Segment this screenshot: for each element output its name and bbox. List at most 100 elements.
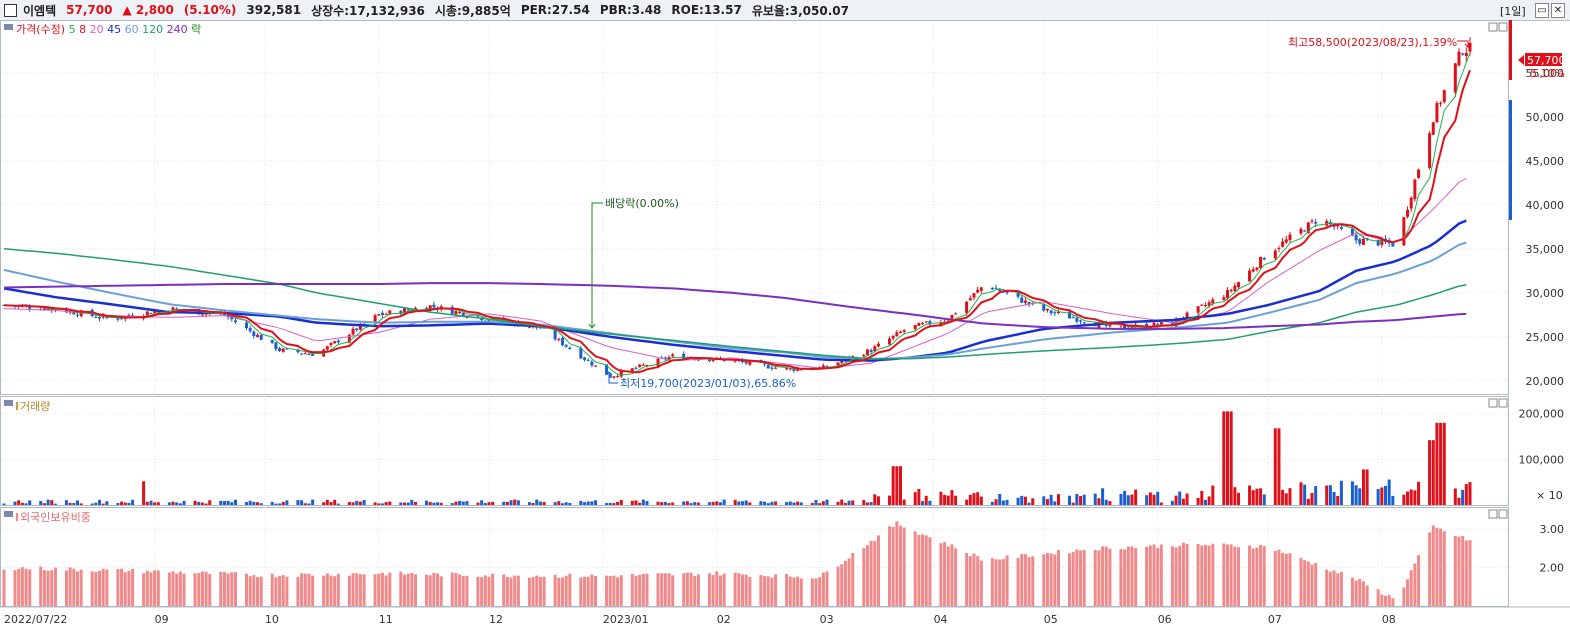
- volume-bar: [921, 501, 925, 505]
- candle-body: [1259, 256, 1263, 269]
- volume-bar: [865, 502, 869, 505]
- volume-bar: [718, 502, 722, 505]
- max-button[interactable]: [1498, 509, 1508, 519]
- foreign-bar: [1417, 555, 1421, 606]
- volume-bar: [1303, 484, 1307, 505]
- foreign-bar: [671, 575, 675, 606]
- foreign-bar: [943, 542, 947, 606]
- y-tick-label: 30,000: [1526, 287, 1565, 300]
- volume-bar: [1130, 494, 1134, 505]
- volume-bar: [590, 501, 594, 505]
- foreign-bar: [373, 574, 377, 606]
- volume-bar: [1071, 502, 1075, 505]
- foreign-bar: [1097, 550, 1101, 606]
- y-tick-label: 20,000: [1526, 375, 1565, 388]
- stock-header: 이엠텍 57,700 ▲ 2,800 (5.10%) 392,581 상장수:1…: [0, 0, 1570, 21]
- panel-buttons[interactable]: [1488, 22, 1508, 519]
- foreign-bar: [682, 573, 686, 606]
- foreign-bar: [553, 574, 557, 606]
- candle-body: [1156, 324, 1160, 326]
- legend-icon: [4, 511, 13, 517]
- candle-body: [432, 304, 436, 308]
- foreign-bar: [1203, 544, 1207, 606]
- foreign-bar: [1365, 585, 1369, 606]
- foreign-bar: [917, 534, 921, 606]
- volume-bar: [458, 500, 462, 505]
- volume-bar: [557, 501, 561, 505]
- foreign-bar: [120, 568, 124, 606]
- candle-body: [98, 317, 102, 319]
- foreign-bar: [200, 571, 204, 606]
- y-tick-label: 55,000: [1526, 67, 1565, 80]
- foreign-bar: [1358, 578, 1362, 606]
- foreign-bar: [998, 559, 1002, 606]
- foreign-bar: [355, 573, 359, 606]
- max-button[interactable]: [1498, 22, 1508, 32]
- volume-bar: [946, 495, 950, 505]
- volume-bar: [1016, 497, 1020, 505]
- volume-bar: [1413, 490, 1417, 505]
- candle-body: [1005, 291, 1009, 293]
- candle-body: [630, 368, 634, 372]
- maximize-button[interactable]: ▭: [1535, 3, 1549, 18]
- foreign-bar: [1174, 547, 1178, 606]
- volume-bar: [715, 501, 719, 505]
- foreign-bar: [616, 577, 620, 606]
- candle-body: [1306, 222, 1310, 233]
- candle-body: [594, 365, 598, 367]
- volume-bar: [200, 502, 204, 505]
- foreign-bar: [1145, 546, 1149, 606]
- price-change-pct: (5.10%): [183, 3, 237, 17]
- candle-body: [1020, 297, 1024, 303]
- min-button[interactable]: [1488, 22, 1498, 32]
- max-button[interactable]: [1498, 398, 1508, 408]
- volume-bar: [792, 502, 796, 505]
- foreign-bar: [509, 577, 513, 606]
- foreign-bar: [770, 577, 774, 606]
- volume-bar: [612, 503, 616, 505]
- candle-body: [1468, 42, 1472, 52]
- volume-bar: [899, 466, 903, 505]
- candle-body: [1251, 269, 1255, 272]
- candle-body: [296, 349, 300, 353]
- foreign-bar: [1406, 579, 1410, 606]
- foreign-bar: [1068, 553, 1072, 606]
- volume-bar: [1350, 481, 1354, 505]
- volume-bar: [2, 503, 6, 505]
- foreign-bar: [193, 573, 197, 606]
- right-scroll-indicator-low[interactable]: [1509, 100, 1512, 220]
- foreign-bar: [869, 540, 873, 606]
- candle-body: [1325, 221, 1329, 226]
- right-scroll-indicator[interactable]: [1509, 20, 1512, 80]
- volume-bar: [1005, 499, 1009, 505]
- period-button[interactable]: [1일]: [1500, 5, 1526, 18]
- foreign-bar: [270, 573, 274, 606]
- candle-body: [939, 322, 943, 326]
- foreign-bar: [1262, 546, 1266, 606]
- volume-bar: [821, 501, 825, 505]
- volume-bar: [1428, 440, 1432, 505]
- foreign-bar: [851, 552, 855, 606]
- min-button[interactable]: [1488, 398, 1498, 408]
- candle-body: [921, 323, 925, 325]
- stock-name[interactable]: 이엠텍: [23, 3, 57, 18]
- volume-bar: [1207, 496, 1211, 505]
- candle-body: [248, 328, 252, 332]
- foreign-bar: [1431, 525, 1435, 606]
- select-checkbox[interactable]: [4, 3, 17, 17]
- foreign-bar: [557, 577, 561, 606]
- foreign-bar: [149, 572, 153, 606]
- volume-bar: [278, 503, 282, 505]
- volume-bar: [979, 496, 983, 505]
- foreign-bar: [274, 577, 278, 606]
- foreign-bar: [921, 534, 925, 606]
- volume-bar: [663, 501, 667, 505]
- close-button[interactable]: ✕: [1551, 3, 1565, 18]
- min-button[interactable]: [1488, 509, 1498, 519]
- volume-bar: [1314, 486, 1318, 505]
- candle-body: [605, 364, 609, 375]
- candle-body: [707, 359, 711, 362]
- volume-bar: [1152, 494, 1156, 505]
- pbr-value: PBR:3.48: [599, 3, 662, 17]
- foreign-bar: [300, 573, 304, 606]
